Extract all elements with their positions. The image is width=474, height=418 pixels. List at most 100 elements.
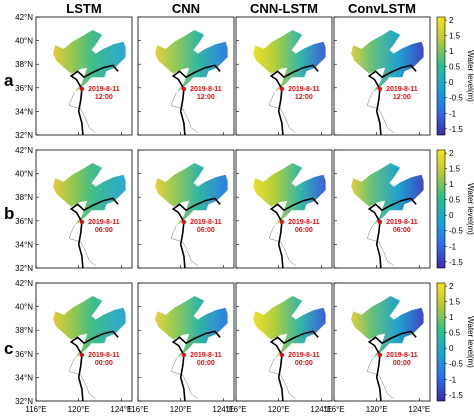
colorbar-tick-label: 1.5 — [449, 165, 461, 174]
colorbar-tick-label: -1.5 — [449, 391, 463, 400]
annotation-time: 12:00 — [295, 94, 313, 101]
row-label-c: c — [4, 339, 13, 358]
typhoon-track — [69, 330, 119, 402]
colorbar-tick-label: 2 — [449, 16, 454, 25]
x-tick-label: 124°E — [110, 405, 132, 414]
colorbars: 2 1.5 1 0.5 0 -0.5 -1 -1.5 Water level(m) 2 1.5 1 0.… — [436, 16, 474, 402]
typhoon-track — [269, 64, 319, 136]
typhoon-track — [269, 330, 319, 402]
annotation-date: 2019-8-11 — [386, 352, 418, 359]
x-tick-label: 116°E — [25, 405, 46, 414]
annotation-date: 2019-8-11 — [190, 219, 222, 226]
y-tick-label: 40°N — [15, 37, 33, 46]
colorbar-tick-label: 0 — [449, 78, 454, 87]
typhoon-position-marker — [181, 352, 187, 358]
colorbar-label: Water level(m) — [466, 316, 474, 368]
annotation-time: 00:00 — [393, 360, 411, 367]
row-label-b: b — [4, 204, 14, 223]
colorbar-tick-label: 2 — [449, 149, 454, 158]
typhoon-position-marker — [377, 86, 383, 92]
y-tick-label: 34°N — [15, 107, 33, 116]
colorbar-tick-label: -1 — [449, 242, 457, 251]
coastline — [170, 225, 198, 266]
x-tick-label: 120°E — [268, 405, 290, 414]
x-tick-label: 116°E — [127, 405, 148, 414]
water-level-field — [155, 163, 228, 226]
annotation-date: 2019-8-11 — [288, 86, 320, 93]
x-tick-label: 124°E — [408, 405, 430, 414]
y-tick-label: 32°N — [15, 264, 33, 273]
typhoon-position-marker — [377, 219, 383, 225]
annotation-time: 06:00 — [95, 227, 113, 234]
coastline — [366, 225, 394, 266]
typhoon-position-marker — [279, 219, 285, 225]
colorbar-tick-label: 0 — [449, 211, 454, 220]
annotation-time: 00:00 — [95, 360, 113, 367]
panel-frame — [137, 149, 235, 269]
colorbar-tick-label: 1 — [449, 180, 454, 189]
typhoon-position-marker — [79, 352, 85, 358]
y-tick-label: 36°N — [15, 217, 33, 226]
coastline — [366, 358, 394, 399]
typhoon-track — [367, 330, 417, 402]
annotation-time: 12:00 — [393, 94, 411, 101]
coastline — [268, 225, 296, 266]
y-tick-label: 34°N — [15, 373, 33, 382]
annotation-date: 2019-8-11 — [88, 86, 120, 93]
colorbar-tick-label: 1 — [449, 47, 454, 56]
colorbar-tick-label: -1.5 — [449, 125, 463, 134]
colorbar-tick-label: -1 — [449, 375, 457, 384]
annotation-time: 12:00 — [95, 94, 113, 101]
colorbar-tick-label: 2 — [449, 282, 454, 291]
typhoon-position-marker — [181, 86, 187, 92]
colorbar-tick-label: -0.5 — [449, 360, 463, 369]
water-level-field — [351, 30, 424, 93]
annotation-date: 2019-8-11 — [386, 219, 418, 226]
coastline — [68, 92, 96, 133]
panel-frame — [35, 282, 133, 402]
coastline — [170, 358, 198, 399]
typhoon-position-marker — [279, 352, 285, 358]
colorbar-tick-label: 1 — [449, 313, 454, 322]
col-title-2: CNN-LSTM — [250, 1, 318, 16]
y-tick-labels: 32°N 34°N 36°N 38°N 40°N 42°N 32°N 34°N 36°N 38°N… — [15, 13, 33, 406]
colorbar-a: 2 1.5 1 0.5 0 -0.5 -1 -1.5 Water level(m) — [436, 16, 474, 136]
y-tick-label: 42°N — [15, 13, 33, 22]
coastline — [268, 358, 296, 399]
x-tick-label: 116°E — [225, 405, 246, 414]
water-level-field — [53, 296, 126, 359]
row-label-a: a — [4, 71, 14, 90]
y-tick-label: 32°N — [15, 397, 33, 406]
y-tick-label: 38°N — [15, 326, 33, 335]
coastline — [366, 92, 394, 133]
y-tick-label: 40°N — [15, 170, 33, 179]
col-title-3: ConvLSTM — [348, 1, 416, 16]
colorbar-tick-label: 0.5 — [449, 329, 461, 338]
water-level-field — [351, 296, 424, 359]
col-title-0: LSTM — [66, 1, 101, 16]
x-tick-label: 124°E — [212, 405, 234, 414]
annotation-time: 06:00 — [295, 227, 313, 234]
column-titles: LSTM CNN CNN-LSTM ConvLSTM — [66, 1, 416, 16]
coastline — [170, 92, 198, 133]
col-title-1: CNN — [172, 1, 200, 16]
colorbar-tick-label: -1 — [449, 109, 457, 118]
typhoon-track — [171, 330, 221, 402]
y-tick-label: 42°N — [15, 279, 33, 288]
y-tick-label: 32°N — [15, 131, 33, 140]
water-level-field — [155, 30, 228, 93]
colorbar-label: Water level(m) — [466, 50, 474, 102]
annotation-time: 12:00 — [197, 94, 215, 101]
coastline — [68, 225, 96, 266]
water-level-field — [155, 296, 228, 359]
